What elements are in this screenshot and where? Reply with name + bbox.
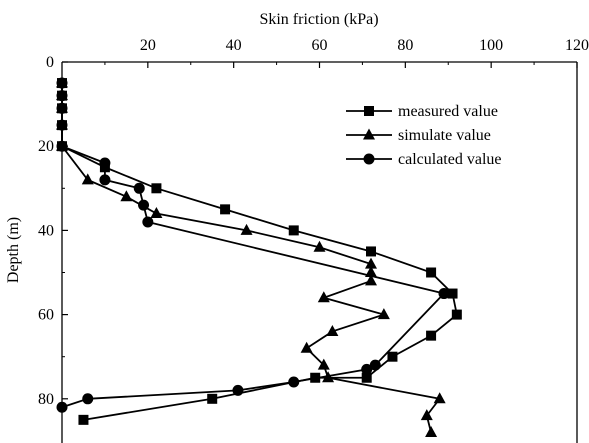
data-point bbox=[120, 190, 133, 202]
x-axis-title: Skin friction (kPa) bbox=[259, 11, 378, 28]
data-point bbox=[99, 174, 111, 186]
data-point bbox=[300, 341, 313, 353]
data-point bbox=[326, 324, 339, 336]
series-line bbox=[61, 83, 446, 409]
data-point bbox=[288, 376, 300, 388]
legend-label: measured value bbox=[398, 103, 498, 120]
data-point bbox=[207, 393, 218, 404]
legend-item: simulate value bbox=[346, 127, 491, 144]
x-tick-label: 40 bbox=[226, 37, 242, 54]
data-point bbox=[56, 140, 68, 152]
x-tick-label: 20 bbox=[140, 37, 156, 54]
legend-marker bbox=[363, 128, 375, 140]
data-point bbox=[82, 393, 94, 405]
legend: measured value simulate value calculated v… bbox=[346, 103, 502, 168]
series-circle bbox=[56, 77, 450, 413]
data-point bbox=[451, 309, 462, 320]
data-point bbox=[240, 223, 253, 235]
series-layer bbox=[56, 76, 462, 437]
legend-label: calculated value bbox=[398, 151, 502, 168]
data-point bbox=[361, 363, 373, 375]
data-point bbox=[426, 267, 437, 278]
y-tick-label: 0 bbox=[46, 54, 54, 71]
data-point bbox=[426, 330, 437, 341]
data-point bbox=[425, 425, 438, 437]
y-tick-label: 80 bbox=[38, 391, 54, 408]
data-point bbox=[151, 183, 162, 194]
legend-label: simulate value bbox=[398, 127, 491, 144]
data-point bbox=[56, 77, 68, 89]
data-point bbox=[81, 173, 94, 185]
data-point bbox=[369, 359, 381, 371]
data-point bbox=[99, 157, 111, 169]
data-point bbox=[313, 240, 326, 252]
data-point bbox=[317, 291, 330, 303]
x-tick-label: 100 bbox=[479, 37, 503, 54]
y-tick-label: 40 bbox=[38, 222, 54, 239]
data-point bbox=[433, 392, 446, 404]
data-point bbox=[387, 351, 398, 362]
data-point bbox=[133, 182, 145, 194]
y-tick-label: 20 bbox=[38, 138, 54, 155]
data-point bbox=[56, 119, 68, 131]
data-point bbox=[56, 401, 68, 413]
data-point bbox=[142, 216, 154, 228]
data-point bbox=[150, 207, 163, 219]
data-point bbox=[232, 384, 244, 396]
y-tick-label: 60 bbox=[38, 307, 54, 324]
data-point bbox=[365, 266, 377, 277]
data-point bbox=[365, 274, 377, 286]
data-point bbox=[447, 288, 458, 299]
x-tick-label: 80 bbox=[397, 37, 413, 54]
y-axis-title: Depth (m) bbox=[5, 217, 22, 283]
data-point bbox=[56, 102, 68, 114]
data-point bbox=[56, 90, 68, 102]
data-point bbox=[288, 225, 299, 236]
data-point bbox=[438, 288, 450, 300]
x-tick-label: 60 bbox=[312, 37, 328, 54]
data-point bbox=[361, 372, 372, 383]
legend-marker bbox=[364, 106, 374, 116]
x-tick-label: 120 bbox=[565, 37, 589, 54]
legend-marker bbox=[363, 153, 375, 165]
data-point bbox=[366, 246, 376, 257]
data-point bbox=[365, 257, 377, 269]
legend-item: calculated value bbox=[346, 151, 502, 168]
plot-frame bbox=[61, 61, 578, 443]
data-point bbox=[78, 414, 89, 425]
legend-item: measured value bbox=[346, 103, 498, 120]
data-point bbox=[138, 199, 150, 211]
data-point bbox=[220, 204, 231, 215]
data-point bbox=[420, 409, 433, 421]
data-point bbox=[377, 308, 390, 320]
ticks-layer: 20 40 60 80 100 120 0 20 40 60 80 bbox=[38, 37, 589, 408]
data-point bbox=[317, 358, 330, 370]
